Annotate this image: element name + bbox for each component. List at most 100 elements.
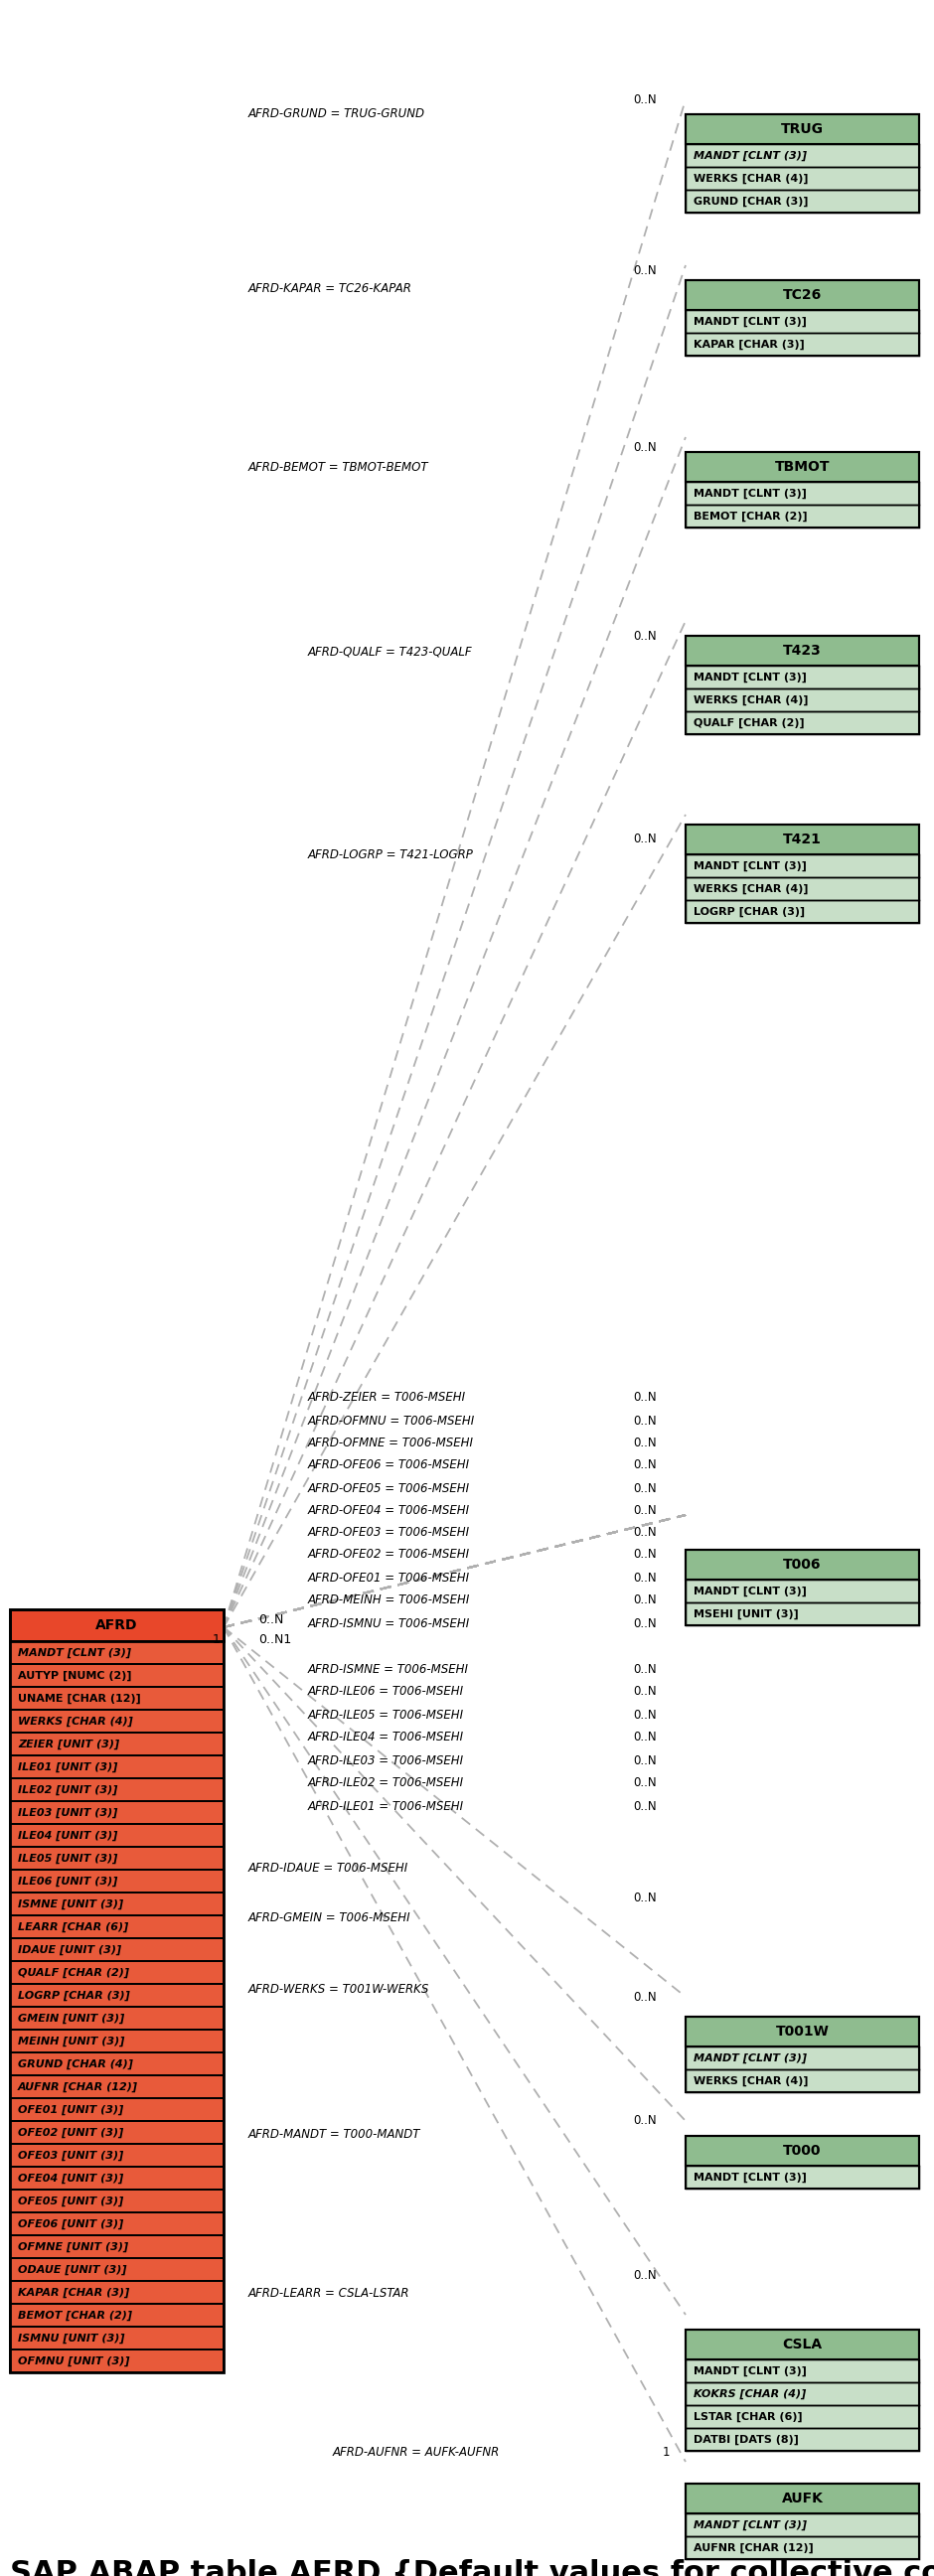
Text: 0..N: 0..N bbox=[633, 1662, 657, 1674]
Text: AUFNR [CHAR (12)]: AUFNR [CHAR (12)] bbox=[18, 2081, 138, 2092]
Bar bbox=[10, 1917, 223, 1937]
Text: ISMNE [UNIT (3)]: ISMNE [UNIT (3)] bbox=[18, 1899, 123, 1909]
Bar bbox=[686, 482, 919, 505]
Text: AFRD-ILE01 = T006-MSEHI: AFRD-ILE01 = T006-MSEHI bbox=[308, 1801, 464, 1814]
Text: AFRD-WERKS = T001W-WERKS: AFRD-WERKS = T001W-WERKS bbox=[248, 1984, 430, 1996]
Bar bbox=[686, 899, 919, 922]
Text: AFRD-OFE02 = T006-MSEHI: AFRD-OFE02 = T006-MSEHI bbox=[308, 1548, 470, 1561]
Text: QUALF [CHAR (2)]: QUALF [CHAR (2)] bbox=[694, 719, 804, 729]
Bar bbox=[686, 2429, 919, 2450]
Text: GMEIN [UNIT (3)]: GMEIN [UNIT (3)] bbox=[18, 2012, 124, 2022]
Text: OFE06 [UNIT (3)]: OFE06 [UNIT (3)] bbox=[18, 2218, 123, 2228]
Text: AFRD-ZEIER = T006-MSEHI: AFRD-ZEIER = T006-MSEHI bbox=[308, 1391, 466, 1404]
Bar bbox=[686, 824, 919, 855]
Bar bbox=[686, 2383, 919, 2406]
Bar bbox=[686, 899, 919, 922]
Text: AFRD: AFRD bbox=[95, 1618, 138, 1633]
Text: ISMNU [UNIT (3)]: ISMNU [UNIT (3)] bbox=[18, 2334, 125, 2344]
Bar bbox=[10, 1641, 223, 1664]
Bar bbox=[686, 505, 919, 528]
Text: MANDT [CLNT (3)]: MANDT [CLNT (3)] bbox=[694, 487, 807, 497]
Bar bbox=[686, 2537, 919, 2558]
Text: ODAUE [UNIT (3)]: ODAUE [UNIT (3)] bbox=[18, 2264, 127, 2275]
Bar bbox=[10, 1610, 223, 2372]
Text: 0..N: 0..N bbox=[259, 1613, 284, 1625]
Bar bbox=[686, 2069, 919, 2092]
Bar bbox=[10, 2120, 223, 2143]
Text: AFRD-AUFNR = AUFK-AUFNR: AFRD-AUFNR = AUFK-AUFNR bbox=[333, 2445, 500, 2458]
Text: GRUND [CHAR (4)]: GRUND [CHAR (4)] bbox=[18, 2058, 133, 2069]
Text: T421: T421 bbox=[783, 832, 822, 848]
Bar bbox=[686, 2045, 919, 2069]
Text: 0..N: 0..N bbox=[633, 1592, 657, 1605]
Bar bbox=[10, 2120, 223, 2143]
Bar bbox=[10, 2166, 223, 2190]
Text: ILE02 [UNIT (3)]: ILE02 [UNIT (3)] bbox=[18, 1785, 118, 1795]
Bar bbox=[10, 2236, 223, 2259]
Text: WERKS [CHAR (4)]: WERKS [CHAR (4)] bbox=[694, 2076, 808, 2087]
Bar bbox=[10, 2213, 223, 2236]
Text: OFE04 [UNIT (3)]: OFE04 [UNIT (3)] bbox=[18, 2174, 123, 2184]
Bar bbox=[686, 2136, 919, 2166]
Bar bbox=[10, 1870, 223, 1893]
Text: AFRD-LEARR = CSLA-LSTAR: AFRD-LEARR = CSLA-LSTAR bbox=[248, 2287, 410, 2300]
Text: IDAUE [UNIT (3)]: IDAUE [UNIT (3)] bbox=[18, 1945, 121, 1955]
Bar bbox=[10, 2326, 223, 2349]
Text: LOGRP [CHAR (3)]: LOGRP [CHAR (3)] bbox=[694, 907, 805, 917]
Text: 1: 1 bbox=[213, 1633, 220, 1646]
Bar bbox=[686, 2017, 919, 2045]
Bar bbox=[686, 2166, 919, 2190]
Bar bbox=[10, 2190, 223, 2213]
Bar bbox=[686, 2017, 919, 2092]
Bar bbox=[686, 2166, 919, 2190]
Bar bbox=[10, 2099, 223, 2120]
Text: MEINH [UNIT (3)]: MEINH [UNIT (3)] bbox=[18, 2035, 124, 2045]
Bar bbox=[686, 2136, 919, 2190]
Bar bbox=[10, 2053, 223, 2076]
Bar bbox=[686, 144, 919, 167]
Text: 0..N: 0..N bbox=[633, 1777, 657, 1790]
Text: LOGRP [CHAR (3)]: LOGRP [CHAR (3)] bbox=[18, 1991, 130, 2002]
Bar bbox=[686, 855, 919, 878]
Text: AFRD-KAPAR = TC26-KAPAR: AFRD-KAPAR = TC26-KAPAR bbox=[248, 281, 412, 294]
Bar bbox=[10, 1847, 223, 1870]
Bar bbox=[686, 309, 919, 332]
Bar bbox=[686, 2045, 919, 2069]
Bar bbox=[10, 2213, 223, 2236]
Text: 0..N: 0..N bbox=[633, 1391, 657, 1404]
Bar bbox=[686, 1602, 919, 1625]
Bar bbox=[686, 2329, 919, 2360]
Bar bbox=[686, 2514, 919, 2537]
Text: BEMOT [CHAR (2)]: BEMOT [CHAR (2)] bbox=[694, 510, 807, 520]
Bar bbox=[686, 2383, 919, 2406]
Bar bbox=[686, 665, 919, 688]
Bar bbox=[10, 1664, 223, 1687]
Text: 0..N1: 0..N1 bbox=[259, 1633, 291, 1646]
Text: 0..N: 0..N bbox=[633, 1458, 657, 1471]
Text: OFE05 [UNIT (3)]: OFE05 [UNIT (3)] bbox=[18, 2195, 123, 2205]
Text: AUTYP [NUMC (2)]: AUTYP [NUMC (2)] bbox=[18, 1669, 132, 1680]
Text: AFRD-IDAUE = T006-MSEHI: AFRD-IDAUE = T006-MSEHI bbox=[248, 1862, 409, 1875]
Text: 0..N: 0..N bbox=[633, 93, 657, 106]
Text: ILE06 [UNIT (3)]: ILE06 [UNIT (3)] bbox=[18, 1875, 118, 1886]
Bar bbox=[10, 1984, 223, 2007]
Text: AUFK: AUFK bbox=[782, 2491, 823, 2506]
Bar bbox=[10, 1734, 223, 1754]
Text: 0..N: 0..N bbox=[633, 1708, 657, 1721]
Text: KOKRS [CHAR (4)]: KOKRS [CHAR (4)] bbox=[694, 2388, 806, 2398]
Text: MANDT [CLNT (3)]: MANDT [CLNT (3)] bbox=[694, 672, 807, 683]
Bar bbox=[686, 451, 919, 482]
Bar bbox=[10, 1893, 223, 1917]
Text: AUFNR [CHAR (12)]: AUFNR [CHAR (12)] bbox=[694, 2543, 814, 2553]
Text: AFRD-ILE02 = T006-MSEHI: AFRD-ILE02 = T006-MSEHI bbox=[308, 1777, 464, 1790]
Text: AFRD-OFMNU = T006-MSEHI: AFRD-OFMNU = T006-MSEHI bbox=[308, 1414, 475, 1427]
Bar bbox=[10, 2303, 223, 2326]
Bar bbox=[10, 2076, 223, 2099]
Bar bbox=[686, 2483, 919, 2514]
Text: OFMNE [UNIT (3)]: OFMNE [UNIT (3)] bbox=[18, 2241, 128, 2251]
Text: T423: T423 bbox=[783, 644, 822, 657]
Bar bbox=[686, 281, 919, 355]
Text: MANDT [CLNT (3)]: MANDT [CLNT (3)] bbox=[694, 149, 807, 160]
Bar bbox=[686, 167, 919, 191]
Bar bbox=[686, 332, 919, 355]
